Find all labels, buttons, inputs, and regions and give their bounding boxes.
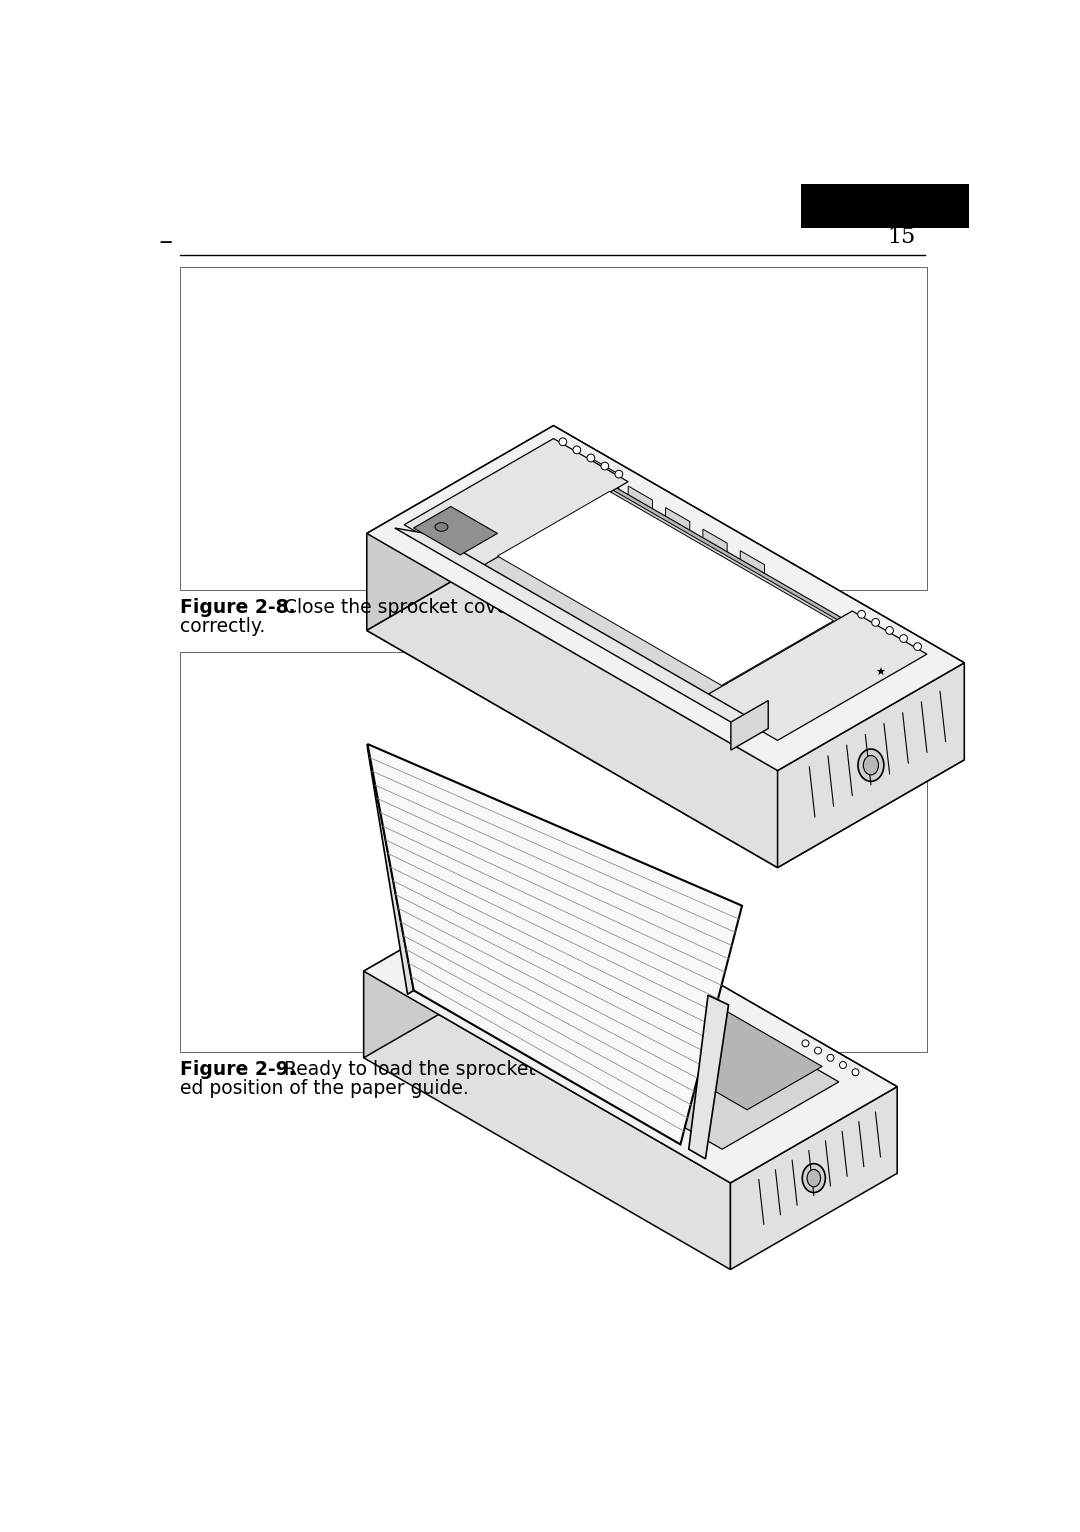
Circle shape xyxy=(852,1069,859,1075)
Circle shape xyxy=(573,446,581,453)
Polygon shape xyxy=(665,507,690,536)
Circle shape xyxy=(802,1040,809,1046)
Polygon shape xyxy=(498,492,834,685)
Polygon shape xyxy=(364,875,530,1057)
Circle shape xyxy=(585,915,592,922)
Polygon shape xyxy=(367,426,964,771)
Polygon shape xyxy=(395,529,768,729)
Polygon shape xyxy=(703,529,727,558)
Circle shape xyxy=(839,1062,847,1068)
Polygon shape xyxy=(498,467,880,688)
Polygon shape xyxy=(405,947,481,990)
Polygon shape xyxy=(367,745,414,994)
Polygon shape xyxy=(481,913,822,1109)
Text: —: — xyxy=(159,236,172,250)
Circle shape xyxy=(827,1054,834,1062)
Ellipse shape xyxy=(858,749,883,781)
Circle shape xyxy=(561,901,567,907)
Ellipse shape xyxy=(435,522,448,532)
Text: Ready to load the sprocket-feed paper. Note the revers-: Ready to load the sprocket-feed paper. N… xyxy=(267,1060,808,1079)
Bar xyxy=(801,184,969,228)
Bar xyxy=(180,267,927,590)
Polygon shape xyxy=(364,971,730,1270)
Polygon shape xyxy=(597,928,619,954)
Circle shape xyxy=(600,463,609,470)
Text: correctly.: correctly. xyxy=(180,617,266,636)
Polygon shape xyxy=(731,700,768,751)
Polygon shape xyxy=(631,948,652,974)
Polygon shape xyxy=(530,875,897,1174)
Text: Figure 2-8.: Figure 2-8. xyxy=(180,597,296,617)
Text: Figure 2-9.: Figure 2-9. xyxy=(180,1060,296,1079)
Polygon shape xyxy=(564,904,589,931)
Text: ed position of the paper guide.: ed position of the paper guide. xyxy=(180,1080,469,1098)
Polygon shape xyxy=(367,745,742,1144)
Bar xyxy=(180,653,927,1052)
Circle shape xyxy=(858,610,865,617)
Circle shape xyxy=(572,907,580,915)
Ellipse shape xyxy=(863,755,878,775)
Circle shape xyxy=(615,470,623,478)
Circle shape xyxy=(559,438,567,446)
Ellipse shape xyxy=(807,1169,821,1187)
Polygon shape xyxy=(364,875,897,1183)
Circle shape xyxy=(586,453,595,461)
Circle shape xyxy=(914,643,921,651)
Polygon shape xyxy=(591,458,619,489)
Polygon shape xyxy=(689,996,729,1158)
Circle shape xyxy=(548,893,555,899)
Polygon shape xyxy=(778,663,964,867)
Polygon shape xyxy=(414,507,498,555)
Polygon shape xyxy=(367,426,554,631)
Polygon shape xyxy=(432,463,899,732)
Circle shape xyxy=(814,1046,822,1054)
Polygon shape xyxy=(422,908,839,1149)
Polygon shape xyxy=(697,987,719,1013)
Circle shape xyxy=(536,885,542,893)
Polygon shape xyxy=(664,967,686,993)
Ellipse shape xyxy=(802,1164,825,1192)
Ellipse shape xyxy=(424,962,436,970)
Text: ★: ★ xyxy=(875,668,886,677)
Polygon shape xyxy=(703,611,927,740)
Polygon shape xyxy=(404,438,629,568)
Polygon shape xyxy=(367,522,964,867)
Polygon shape xyxy=(554,467,870,650)
Polygon shape xyxy=(629,486,652,515)
Polygon shape xyxy=(554,426,964,760)
Text: Close the sprocket covers when the paper is positioned: Close the sprocket covers when the paper… xyxy=(267,597,805,617)
Circle shape xyxy=(872,619,879,627)
Polygon shape xyxy=(740,550,765,579)
Circle shape xyxy=(900,634,907,642)
Polygon shape xyxy=(730,1086,897,1270)
Circle shape xyxy=(886,627,893,634)
Polygon shape xyxy=(367,533,778,867)
Text: 15: 15 xyxy=(887,225,916,248)
